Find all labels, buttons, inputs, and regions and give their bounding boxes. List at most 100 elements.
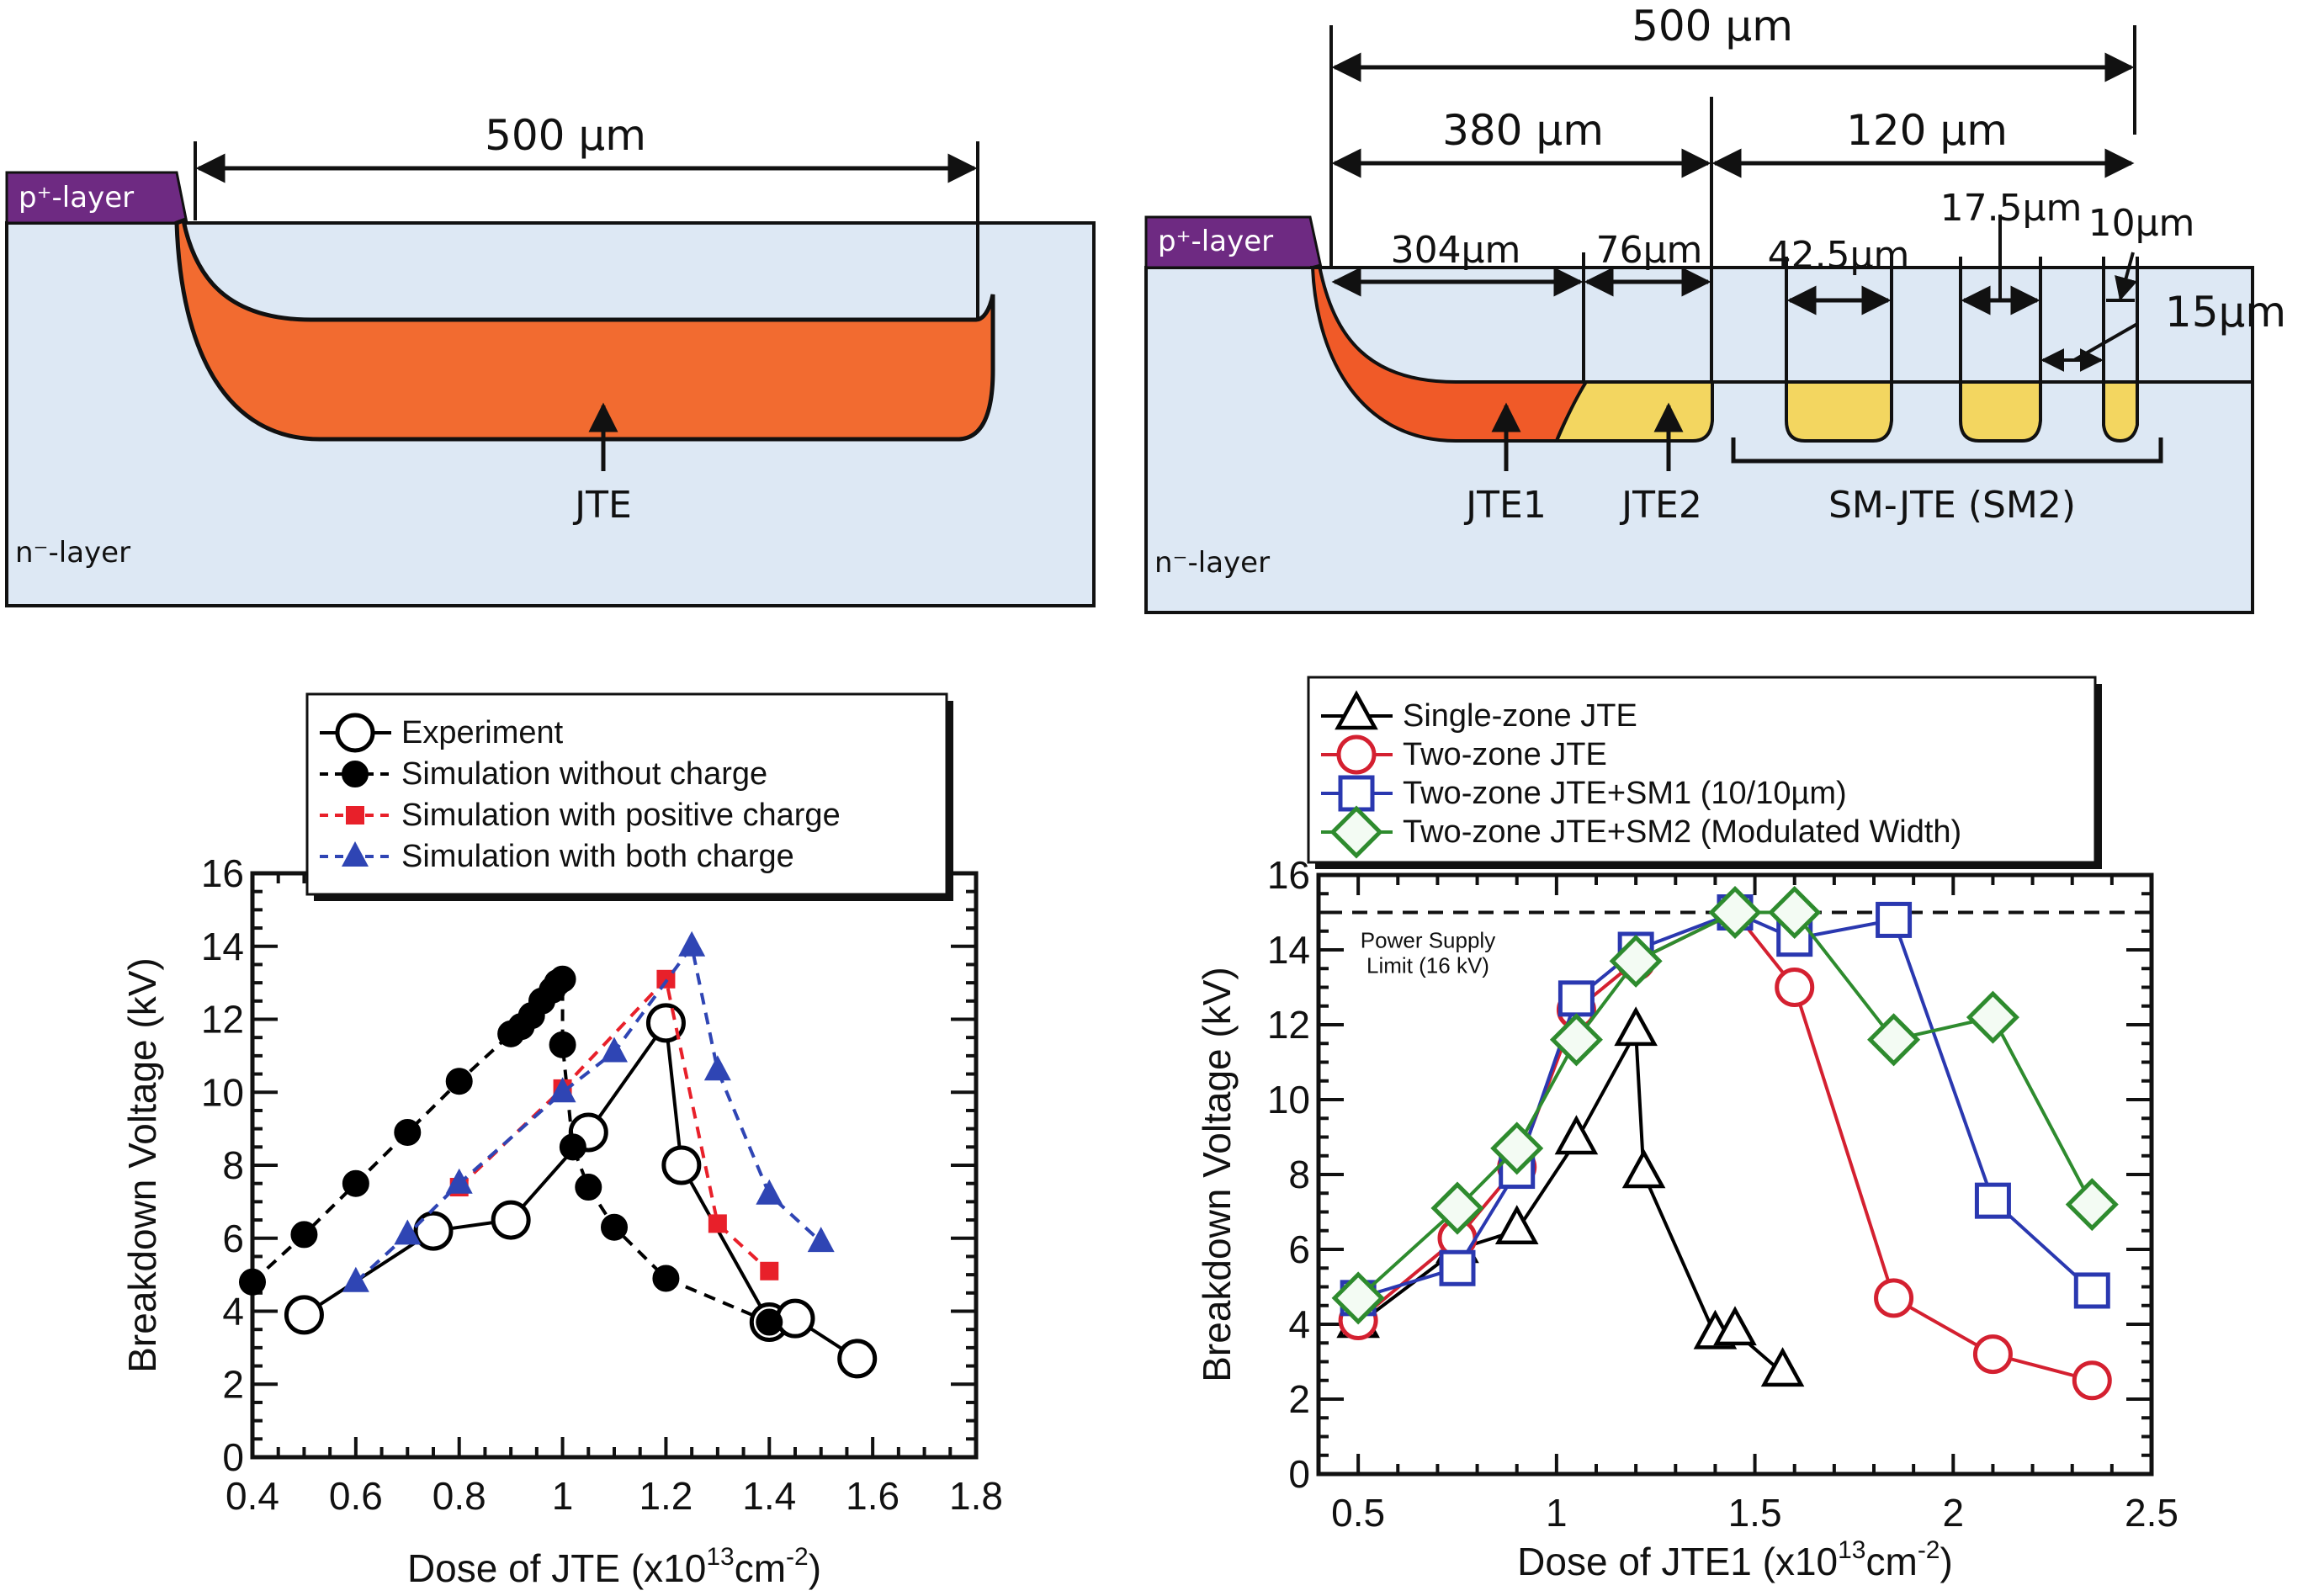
p-layer-region <box>5 171 188 225</box>
x-tick-label: 1.2 <box>639 1474 693 1518</box>
series-line <box>1356 910 2094 1300</box>
legend-label: Two-zone JTE <box>1403 737 1607 772</box>
n-layer-label: n⁻-layer <box>15 536 130 570</box>
y-tick-label: 16 <box>201 851 244 895</box>
data-point <box>775 1298 815 1339</box>
x-tick-label: 1.8 <box>949 1474 1003 1518</box>
x-tick-label: 0.4 <box>226 1474 279 1518</box>
data-point <box>1867 1013 1921 1067</box>
data-point <box>1708 885 1762 940</box>
jte2-width-label: 76µm <box>1596 229 1703 272</box>
data-point <box>491 1200 531 1240</box>
data-point <box>1972 1334 2013 1375</box>
legend-swatch-marker <box>1336 734 1377 775</box>
sm-ring-1 <box>1785 380 1893 443</box>
data-point <box>394 1219 422 1245</box>
data-point <box>575 1174 602 1201</box>
y-tick-label: 6 <box>1288 1227 1310 1271</box>
data-point <box>549 1077 576 1103</box>
legend-item: Simulation with positive charge <box>320 798 841 833</box>
data-point <box>290 1221 318 1249</box>
data-point <box>756 1179 783 1205</box>
y-tick-label: 8 <box>222 1143 244 1187</box>
jte1-label: JTE1 <box>1463 484 1547 527</box>
legend-label: Single-zone JTE <box>1403 698 1637 734</box>
y-tick-label: 14 <box>1267 928 1310 972</box>
x-axis-label-exponent: 13 <box>1838 1536 1865 1564</box>
legend-swatch-marker <box>342 841 369 867</box>
data-point <box>2073 1272 2110 1309</box>
data-point <box>1713 1306 1757 1346</box>
jte2-region <box>1553 380 1714 443</box>
power-supply-limit-label: Power Supply <box>1361 928 1495 953</box>
x-axis-label-main: Dose of JTE1 (x10 <box>1517 1540 1838 1583</box>
data-point <box>1768 885 1822 940</box>
x-axis-label-close: ) <box>1940 1540 1953 1583</box>
data-point <box>760 1261 779 1281</box>
legend-label: Simulation with both charge <box>401 839 794 874</box>
data-point <box>1966 990 2019 1044</box>
x-tick-label: 1.6 <box>846 1474 899 1518</box>
data-point <box>708 1214 727 1233</box>
y-tick-label: 4 <box>222 1290 244 1334</box>
legend-label: Two-zone JTE+SM1 (10/10µm) <box>1403 776 1847 811</box>
data-point <box>1609 934 1663 988</box>
y-tick-label: 6 <box>222 1217 244 1260</box>
series-simulation-without-charge <box>239 965 783 1336</box>
sm-ring-3 <box>2102 380 2139 443</box>
ring1-width-label: 42.5µm <box>1768 234 1910 277</box>
series-simulation-with-both-charge <box>342 931 835 1292</box>
data-point <box>394 1118 422 1146</box>
x-tick-label: 0.5 <box>1331 1491 1385 1535</box>
y-axis-label: Breakdown Voltage (kV) <box>120 957 164 1373</box>
data-point <box>678 931 706 957</box>
legend-label: Two-zone JTE+SM2 (Modulated Width) <box>1403 814 1961 850</box>
data-point <box>1876 901 1913 938</box>
jte-region <box>174 217 995 442</box>
data-point <box>1974 1182 2011 1219</box>
jte1-width-label: 304µm <box>1391 229 1521 272</box>
legend-label: Simulation with positive charge <box>401 798 841 833</box>
legend-item: Single-zone JTE <box>1321 690 1637 734</box>
y-tick-label: 12 <box>201 998 244 1042</box>
ring2-width-label: 17.5µm <box>1940 187 2083 230</box>
y-tick-label: 12 <box>1267 1003 1310 1047</box>
data-point <box>1331 1271 1385 1325</box>
n-layer-label: n⁻-layer <box>1154 546 1270 580</box>
legend-item: Two-zone JTE <box>1321 734 1607 775</box>
data-point <box>652 1265 680 1292</box>
gap-label: 15µm <box>2165 288 2286 337</box>
data-point <box>549 1031 576 1058</box>
data-point <box>1775 968 1815 1007</box>
data-point <box>284 1295 324 1335</box>
data-point <box>1614 1006 1658 1047</box>
diagram-two-zone-sm-jte: p⁺-layer n⁻-layer 500 µm 380 µm 120 µm 3… <box>1144 2 2286 614</box>
series-two-zone-jte-sm2-modulated-width <box>1331 885 2119 1325</box>
y-tick-label: 8 <box>1288 1153 1310 1196</box>
y-tick-label: 0 <box>222 1435 244 1479</box>
data-point <box>342 1266 369 1292</box>
legend-box <box>305 692 948 896</box>
axis-ticks <box>1317 873 2153 1476</box>
legend-swatch-marker <box>335 713 375 753</box>
series-line <box>1357 910 2093 1300</box>
legend-swatch-marker <box>1329 805 1383 859</box>
ring3-width-label: 10µm <box>2088 202 2195 245</box>
chart-right-breakdown-vs-jte1-dose: 0.5 1 1.5 2 2.5 0 2 4 6 8 10 12 14 16 Breakdown Voltag… <box>1195 676 2178 1583</box>
legend-item: Simulation with both charge <box>320 839 794 874</box>
y-tick-label: 14 <box>201 925 244 968</box>
data-point <box>445 1068 473 1095</box>
legend-label: Simulation without charge <box>401 756 767 792</box>
y-tick-label: 2 <box>1288 1377 1310 1421</box>
data-point <box>1557 980 1595 1017</box>
x-axis-label-unit: cm <box>735 1546 786 1590</box>
total-width-label: 500 µm <box>1632 2 1793 50</box>
jte-label: JTE <box>572 484 632 527</box>
power-supply-limit-label: Limit (16 kV) <box>1366 953 1489 978</box>
legend-item: Two-zone JTE+SM1 (10/10µm) <box>1321 775 1847 812</box>
data-point <box>445 1168 473 1194</box>
data-point <box>1490 1121 1544 1175</box>
legend-swatch-marker <box>1335 690 1378 730</box>
diagram-single-zone-jte: p⁺-layer n⁻-layer 500 µm JTE <box>5 111 1096 607</box>
